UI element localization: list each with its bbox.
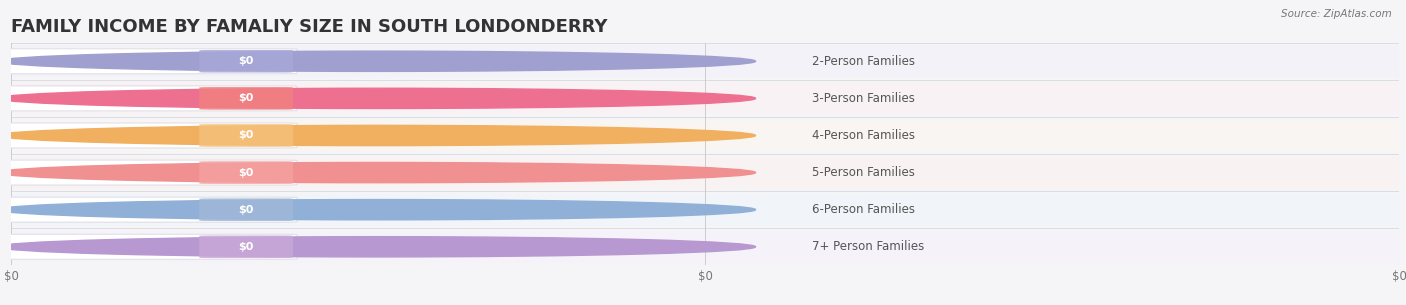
FancyBboxPatch shape <box>200 161 292 184</box>
Text: $0: $0 <box>239 242 254 252</box>
FancyBboxPatch shape <box>0 123 297 148</box>
Text: 4-Person Families: 4-Person Families <box>813 129 915 142</box>
FancyBboxPatch shape <box>0 197 297 222</box>
Circle shape <box>0 51 755 71</box>
FancyBboxPatch shape <box>11 231 1399 263</box>
Text: 2-Person Families: 2-Person Families <box>813 55 915 68</box>
FancyBboxPatch shape <box>0 160 297 185</box>
FancyBboxPatch shape <box>0 49 297 74</box>
FancyBboxPatch shape <box>11 45 1399 77</box>
Text: $0: $0 <box>239 131 254 141</box>
FancyBboxPatch shape <box>200 235 292 258</box>
FancyBboxPatch shape <box>200 87 292 110</box>
FancyBboxPatch shape <box>200 124 292 147</box>
Text: FAMILY INCOME BY FAMALIY SIZE IN SOUTH LONDONDERRY: FAMILY INCOME BY FAMALIY SIZE IN SOUTH L… <box>11 18 607 36</box>
Text: 6-Person Families: 6-Person Families <box>813 203 915 216</box>
Circle shape <box>0 125 755 145</box>
FancyBboxPatch shape <box>11 194 1399 226</box>
Circle shape <box>0 199 755 220</box>
Text: $0: $0 <box>239 56 254 66</box>
Text: $0: $0 <box>239 205 254 215</box>
Text: 3-Person Families: 3-Person Families <box>813 92 915 105</box>
FancyBboxPatch shape <box>200 50 292 73</box>
Circle shape <box>0 88 755 109</box>
FancyBboxPatch shape <box>11 120 1399 151</box>
Text: 5-Person Families: 5-Person Families <box>813 166 915 179</box>
Text: $0: $0 <box>239 93 254 103</box>
FancyBboxPatch shape <box>0 234 297 259</box>
Text: Source: ZipAtlas.com: Source: ZipAtlas.com <box>1281 9 1392 19</box>
FancyBboxPatch shape <box>11 157 1399 188</box>
FancyBboxPatch shape <box>0 86 297 111</box>
Text: $0: $0 <box>239 167 254 178</box>
FancyBboxPatch shape <box>200 198 292 221</box>
Circle shape <box>0 163 755 183</box>
FancyBboxPatch shape <box>11 82 1399 114</box>
Text: 7+ Person Families: 7+ Person Families <box>813 240 925 253</box>
Circle shape <box>0 237 755 257</box>
